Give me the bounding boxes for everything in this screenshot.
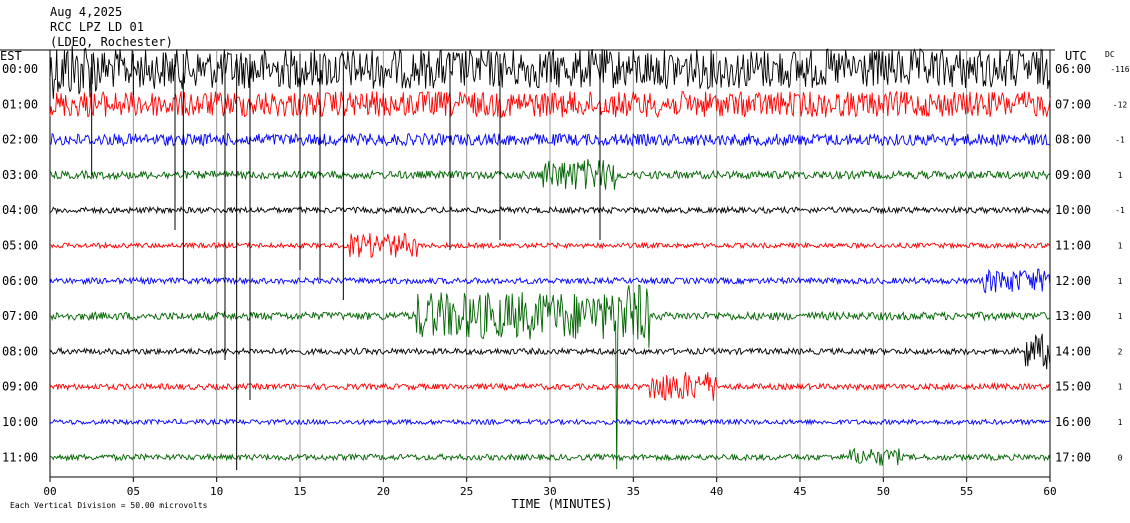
row-label-est: 07:00 xyxy=(2,309,38,323)
seismic-trace xyxy=(49,159,1051,190)
row-label-dc: -1 xyxy=(1115,136,1125,145)
seismic-trace xyxy=(49,417,1051,427)
row-label-est: 10:00 xyxy=(2,415,38,429)
row-label-utc: 13:00 xyxy=(1055,309,1091,323)
row-label-dc: 2 xyxy=(1118,347,1123,356)
seismic-trace xyxy=(49,333,1051,370)
row-label-est: 05:00 xyxy=(2,239,38,253)
row-label-dc: 0 xyxy=(1118,453,1123,462)
row-label-dc: 1 xyxy=(1118,418,1123,427)
traces xyxy=(49,45,1051,470)
seismic-trace xyxy=(49,132,1051,148)
row-label-dc: -12 xyxy=(1113,100,1128,109)
row-label-dc: -116 xyxy=(1110,65,1129,74)
seismic-trace xyxy=(49,205,1051,215)
grid xyxy=(0,49,1055,482)
x-axis-title: TIME (MINUTES) xyxy=(511,497,612,511)
row-label-est: 09:00 xyxy=(2,380,38,394)
row-label-utc: 15:00 xyxy=(1055,380,1091,394)
row-label-dc: 1 xyxy=(1118,277,1123,286)
x-tick-label: 55 xyxy=(960,485,973,498)
x-tick-label: 45 xyxy=(793,485,806,498)
row-label-utc: 09:00 xyxy=(1055,168,1091,182)
row-label-utc: 06:00 xyxy=(1055,62,1091,76)
row-label-est: 04:00 xyxy=(2,203,38,217)
row-label-est: 08:00 xyxy=(2,344,38,358)
row-label-dc: 1 xyxy=(1118,312,1123,321)
row-label-est: 02:00 xyxy=(2,133,38,147)
header-date: Aug 4,2025 xyxy=(50,5,122,19)
right-axis-title: UTC xyxy=(1065,49,1087,63)
seismic-trace xyxy=(49,90,1051,119)
row-label-utc: 14:00 xyxy=(1055,344,1091,358)
row-label-dc: 1 xyxy=(1118,171,1123,180)
row-label-est: 01:00 xyxy=(2,97,38,111)
row-label-est: 00:00 xyxy=(2,62,38,76)
x-tick-label: 50 xyxy=(877,485,890,498)
x-tick-label: 20 xyxy=(377,485,390,498)
x-tick-label: 05 xyxy=(127,485,140,498)
x-tick-label: 35 xyxy=(627,485,640,498)
row-label-utc: 12:00 xyxy=(1055,274,1091,288)
seismic-trace xyxy=(49,268,1051,294)
left-axis-title: EST xyxy=(0,49,22,63)
row-label-dc: 1 xyxy=(1118,242,1123,251)
row-label-est: 03:00 xyxy=(2,168,38,182)
x-tick-label: 15 xyxy=(293,485,306,498)
row-label-est: 11:00 xyxy=(2,450,38,464)
row-label-est: 06:00 xyxy=(2,274,38,288)
x-tick-label: 60 xyxy=(1043,485,1056,498)
row-label-utc: 17:00 xyxy=(1055,450,1091,464)
seismic-trace xyxy=(49,372,1051,401)
x-tick-label: 10 xyxy=(210,485,223,498)
x-tick-label: 30 xyxy=(543,485,556,498)
header-location: (LDEO, Rochester) xyxy=(50,35,173,49)
seismic-trace xyxy=(49,45,1051,99)
seismic-trace xyxy=(49,447,1051,466)
x-tick-label: 00 xyxy=(43,485,56,498)
row-label-utc: 07:00 xyxy=(1055,97,1091,111)
row-label-utc: 08:00 xyxy=(1055,133,1091,147)
dc-title: DC xyxy=(1105,50,1115,59)
row-label-utc: 11:00 xyxy=(1055,239,1091,253)
row-label-dc: 1 xyxy=(1118,383,1123,392)
x-tick-label: 25 xyxy=(460,485,473,498)
seismic-trace xyxy=(49,232,1051,258)
header-station: RCC LPZ LD 01 xyxy=(50,20,144,34)
seismic-trace xyxy=(49,284,1051,470)
row-label-utc: 16:00 xyxy=(1055,415,1091,429)
row-label-dc: -1 xyxy=(1115,206,1125,215)
row-label-utc: 10:00 xyxy=(1055,203,1091,217)
x-tick-label: 40 xyxy=(710,485,723,498)
footer-note: Each Vertical Division = 50.00 microvolt… xyxy=(10,501,208,510)
